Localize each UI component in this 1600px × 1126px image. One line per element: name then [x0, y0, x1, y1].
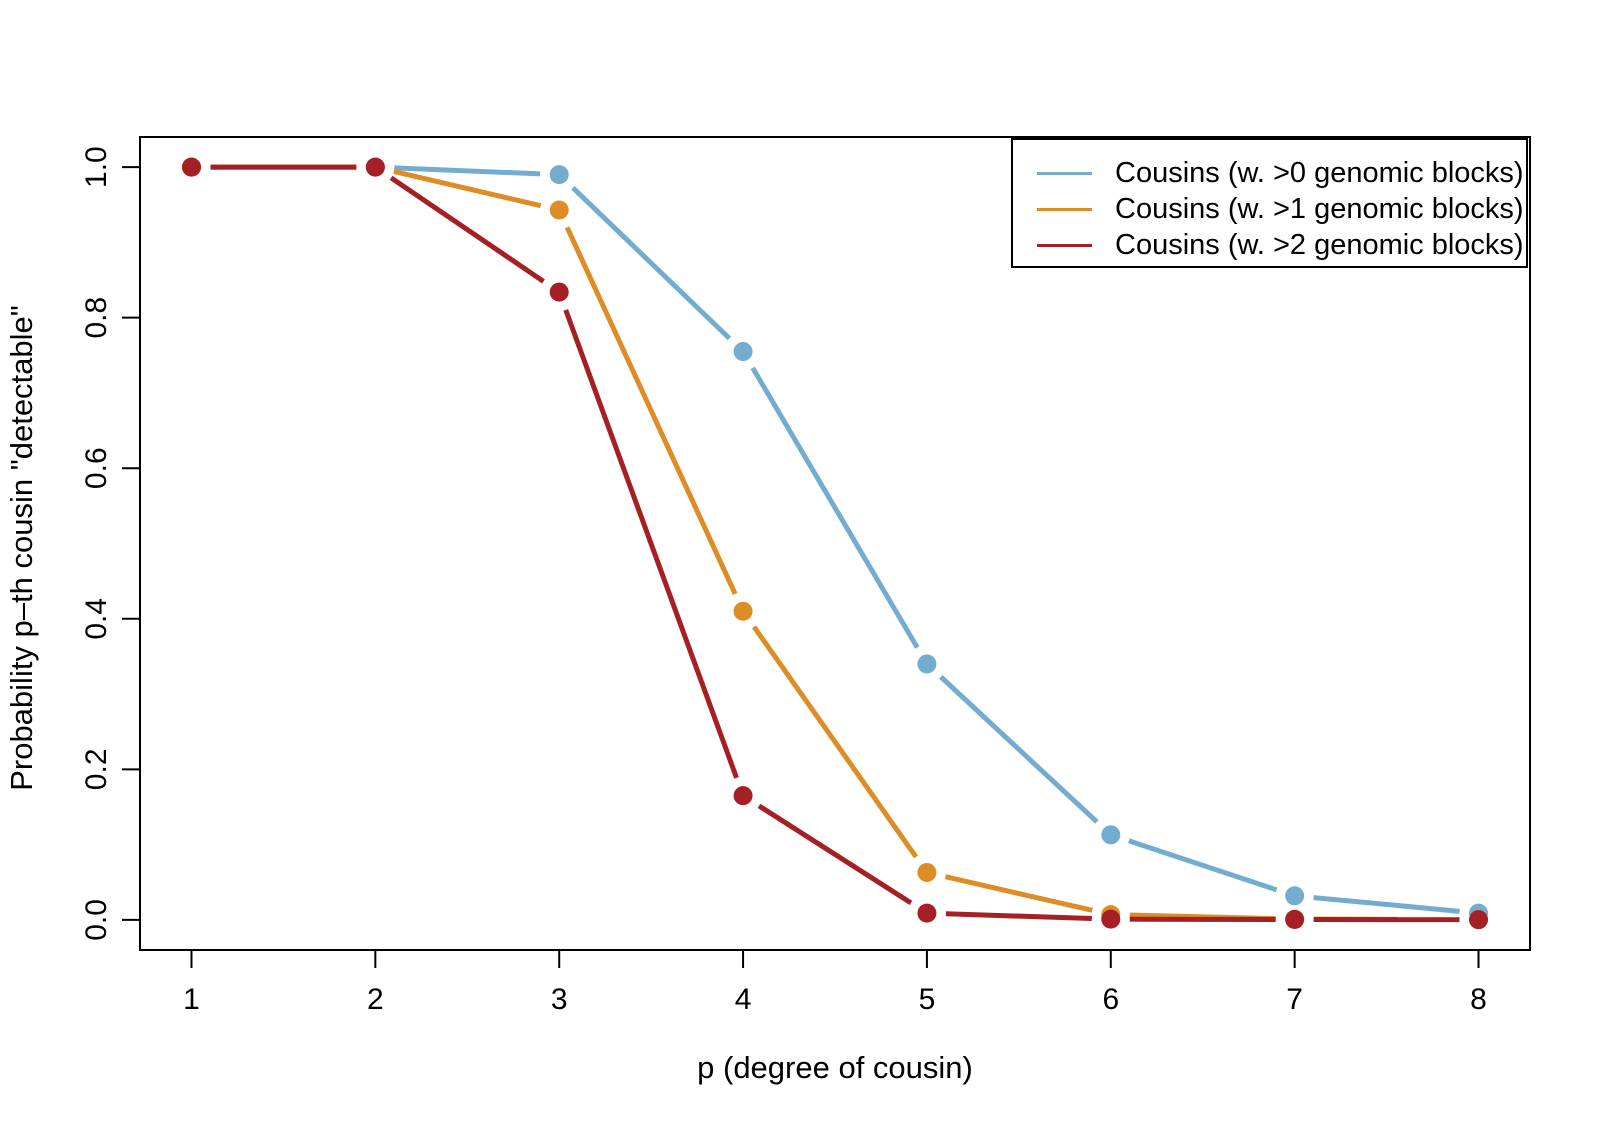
series-segment: [571, 186, 732, 341]
y-tick-label: 0.2: [80, 748, 113, 790]
series-2: [181, 157, 1489, 930]
x-tick-label: 8: [1470, 983, 1487, 1016]
x-tick-label: 2: [367, 983, 384, 1016]
series-segment: [944, 874, 1093, 913]
legend-label: Cousins (w. >1 genomic blocks): [1115, 192, 1524, 225]
series-segment: [751, 625, 919, 859]
data-point: [917, 654, 937, 674]
x-tick-label: 1: [183, 983, 200, 1016]
legend-item: Cousins (w. >2 genomic blocks): [1013, 227, 1526, 263]
legend-line-sample-series1: [1037, 207, 1092, 211]
series-segment: [389, 175, 545, 284]
y-axis-label: Probability p–th cousin "detectable": [4, 305, 39, 791]
series-segment: [757, 803, 913, 905]
data-point: [733, 342, 753, 362]
axes-ticks: 1 2 3 4 5 6 7 8 0.0 0.2 0.4 0.6 0.8 1.0: [80, 146, 1487, 1016]
data-point: [549, 282, 569, 302]
x-tick-label: 6: [1102, 983, 1119, 1016]
y-tick-label: 0.0: [80, 899, 113, 941]
legend-item: Cousins (w. >0 genomic blocks): [1013, 155, 1526, 191]
x-tick-label: 4: [735, 983, 752, 1016]
data-point: [1101, 825, 1121, 845]
legend-line-sample-series2: [1037, 243, 1092, 247]
data-point: [549, 200, 569, 220]
data-series-layer: [181, 157, 1489, 930]
data-point: [917, 903, 937, 923]
series-segment: [945, 911, 1092, 922]
legend-item: Cousins (w. >1 genomic blocks): [1013, 191, 1526, 227]
y-tick-label: 0.8: [80, 297, 113, 339]
data-point: [1285, 910, 1305, 930]
data-point: [549, 165, 569, 185]
series-segment: [750, 366, 920, 649]
legend: Cousins (w. >0 genomic blocks) Cousins (…: [1011, 138, 1528, 268]
data-point: [181, 157, 201, 177]
y-tick-label: 0.4: [80, 598, 113, 640]
data-point: [365, 157, 385, 177]
data-point: [733, 786, 753, 806]
series-segment: [563, 309, 739, 779]
x-tick-label: 3: [551, 983, 568, 1016]
x-axis-label: p (degree of cousin): [697, 1050, 973, 1085]
series-0: [181, 157, 1489, 923]
series-1: [181, 157, 1489, 930]
y-tick-label: 0.6: [80, 447, 113, 489]
legend-label: Cousins (w. >2 genomic blocks): [1115, 228, 1524, 261]
data-point: [733, 601, 753, 621]
plot-box: [139, 136, 1531, 951]
data-point: [917, 862, 937, 882]
x-tick-label: 7: [1286, 983, 1303, 1016]
series-segment: [1128, 838, 1278, 893]
x-tick-label: 5: [919, 983, 936, 1016]
series-segment: [564, 226, 738, 596]
data-point: [1101, 909, 1121, 929]
y-tick-label: 1.0: [80, 146, 113, 188]
legend-line-sample-series0: [1037, 171, 1092, 175]
series-segment: [939, 675, 1099, 824]
data-point: [1469, 910, 1489, 930]
legend-label: Cousins (w. >0 genomic blocks): [1115, 156, 1524, 189]
series-segment: [1313, 895, 1460, 914]
series-segment: [394, 165, 541, 177]
data-point: [1285, 886, 1305, 906]
series-segment: [393, 168, 542, 209]
